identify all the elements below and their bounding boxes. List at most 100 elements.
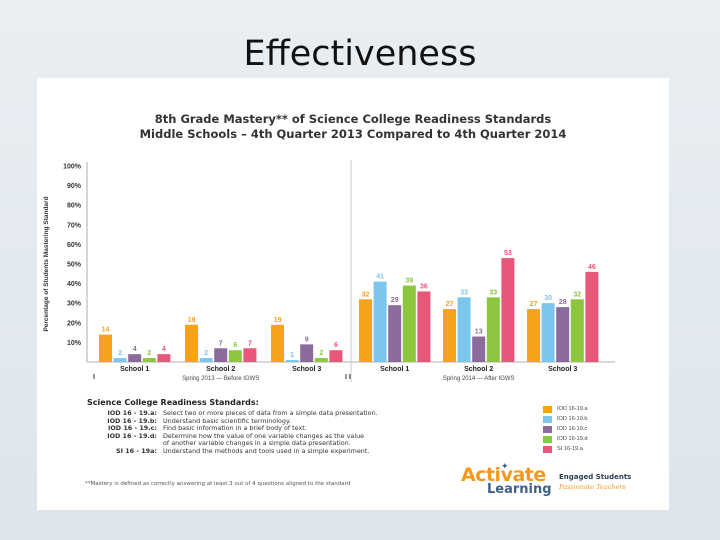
y-tick-label: 40% (67, 281, 82, 288)
bar (285, 360, 299, 362)
standard-code: IOD 16 - 19.d: (107, 431, 157, 440)
bar-value-label: 41 (376, 274, 384, 281)
period-label: Spring 2014 — After IGWS (443, 376, 515, 382)
legend-item: IOD 16-19.b (543, 414, 609, 424)
bar (300, 344, 314, 362)
legend-label: IOD 16-19.a (557, 406, 588, 412)
slide-title: Effectiveness (243, 34, 477, 74)
school-label: School 2 (206, 366, 235, 373)
bar-value-label: 7 (219, 340, 223, 347)
bar-value-label: 6 (334, 342, 338, 349)
standard-row: IOD 16 - 19.b: Understand basic scientifi… (87, 416, 487, 426)
bar (142, 358, 156, 362)
bar-value-label: 1 (290, 352, 294, 359)
standard-code: IOD 16 - 19.a: (107, 409, 157, 417)
chart-title-line1: 8th Grade Mastery** of Science College R… (154, 112, 552, 126)
legend-label: SI 16-19.a (557, 446, 583, 452)
y-tick-label: 90% (67, 183, 82, 190)
bar-value-label: 27 (446, 301, 454, 308)
bar (388, 305, 402, 362)
bar (185, 324, 198, 362)
logo-tagline-2: Passionate Teachers (559, 483, 626, 491)
standard-row: of another variable changes in a simple … (87, 440, 487, 448)
bar (417, 291, 431, 362)
bar (113, 358, 127, 362)
standard-row: IOD 16 - 19.a: Select two or more pieces … (87, 409, 487, 418)
logo-tagline-1: Engaged Students (559, 473, 632, 481)
legend-swatch (543, 435, 552, 443)
bar-value-label: 4 (162, 346, 166, 353)
bar-value-label: 28 (559, 299, 567, 306)
school-label: School 1 (120, 366, 149, 373)
standard-row: SI 16 - 19a: Understand the methods and t… (87, 446, 487, 456)
bar (243, 348, 257, 362)
bar-value-label: 29 (391, 297, 399, 304)
standard-desc: Find basic information in a brief body o… (163, 424, 307, 433)
bar-value-label: 33 (460, 289, 468, 296)
bar-value-label: 39 (405, 278, 413, 285)
standard-row: IOD 16 - 19.c: Find basic information in … (87, 425, 487, 433)
bar (271, 324, 284, 362)
y-axis-label: Percentage of Students Mastering Standar… (43, 196, 50, 331)
standard-desc: Understand basic scientific terminology. (163, 416, 291, 425)
bar (472, 336, 486, 362)
bar (527, 309, 540, 362)
school-label: School 3 (548, 366, 577, 373)
y-tick-label: 10% (67, 340, 82, 347)
logo-word-activate: Activate (461, 464, 546, 486)
legend-label: IOD 16-19.d (557, 436, 588, 442)
standard-desc: Select two or more pieces of data from a… (163, 409, 378, 417)
standards-block: Science College Readiness Standards: IOD… (87, 398, 487, 456)
bar-value-label: 36 (420, 283, 428, 290)
bar (585, 271, 599, 362)
bar-value-label: 7 (248, 340, 252, 347)
legend-label: IOD 16-19.b (557, 416, 588, 422)
bar (457, 297, 471, 362)
bar-value-label: 19 (188, 317, 196, 324)
school-label: School 2 (464, 366, 493, 373)
legend-item: IOD 16-19.c (543, 424, 609, 434)
bar-value-label: 2 (118, 350, 122, 357)
y-tick-label: 30% (67, 301, 82, 308)
bar (228, 350, 242, 362)
activate-learning-logo: Activate ✦ Learning Engaged Students Pas… (461, 461, 661, 498)
legend-item: IOD 16-19.d (543, 434, 609, 444)
legend-swatch (543, 425, 552, 433)
standard-desc: Understand the methods and tools used in… (163, 446, 370, 455)
school-label: School 1 (380, 366, 409, 373)
bar-value-label: 6 (233, 342, 237, 349)
bar (99, 334, 112, 362)
bar-value-label: 33 (489, 289, 497, 296)
bar-value-label: 53 (504, 250, 512, 257)
y-tick-label: 80% (67, 203, 82, 210)
legend-item: IOD 16-19.a (543, 404, 609, 414)
legend: IOD 16-19.a IOD 16-19.b IOD 16-19.c IOD 16-… (543, 404, 609, 454)
chart-title-line2: Middle Schools – 4th Quarter 2013 Compar… (139, 127, 567, 141)
footnote: **Mastery is defined as correctly answer… (85, 481, 351, 487)
bar (501, 258, 515, 362)
y-tick-label: 100% (63, 164, 82, 171)
legend-swatch (543, 405, 552, 413)
standard-code: IOD 16 - 19.c: (107, 424, 157, 433)
bar (214, 348, 228, 362)
bar-value-label: 2 (319, 350, 323, 357)
bar-value-label: 27 (530, 301, 538, 308)
period-edge-marker: I (93, 374, 95, 381)
bar-value-label: 30 (544, 295, 552, 302)
bar-value-label: 2 (147, 350, 151, 357)
standard-desc: Determine how the value of one variable … (163, 431, 365, 440)
period-label: Spring 2013 — Before IGWS (182, 376, 259, 382)
bar (157, 354, 171, 362)
bar-value-label: 9 (305, 336, 309, 343)
bar-value-label: 32 (573, 291, 581, 298)
bar (570, 299, 584, 362)
bar (541, 303, 555, 362)
y-tick-label: 20% (67, 320, 82, 327)
bar (486, 297, 500, 362)
school-label: School 3 (292, 366, 321, 373)
bar (329, 350, 343, 362)
bar-chart: 10% 20% 30% 40% 50% 60% 70% 80% 90% 100% Percentag… (43, 160, 615, 382)
bar (314, 358, 328, 362)
logo-sparkle-icon: ✦ (501, 461, 509, 471)
logo-word-learning: Learning (487, 482, 552, 497)
